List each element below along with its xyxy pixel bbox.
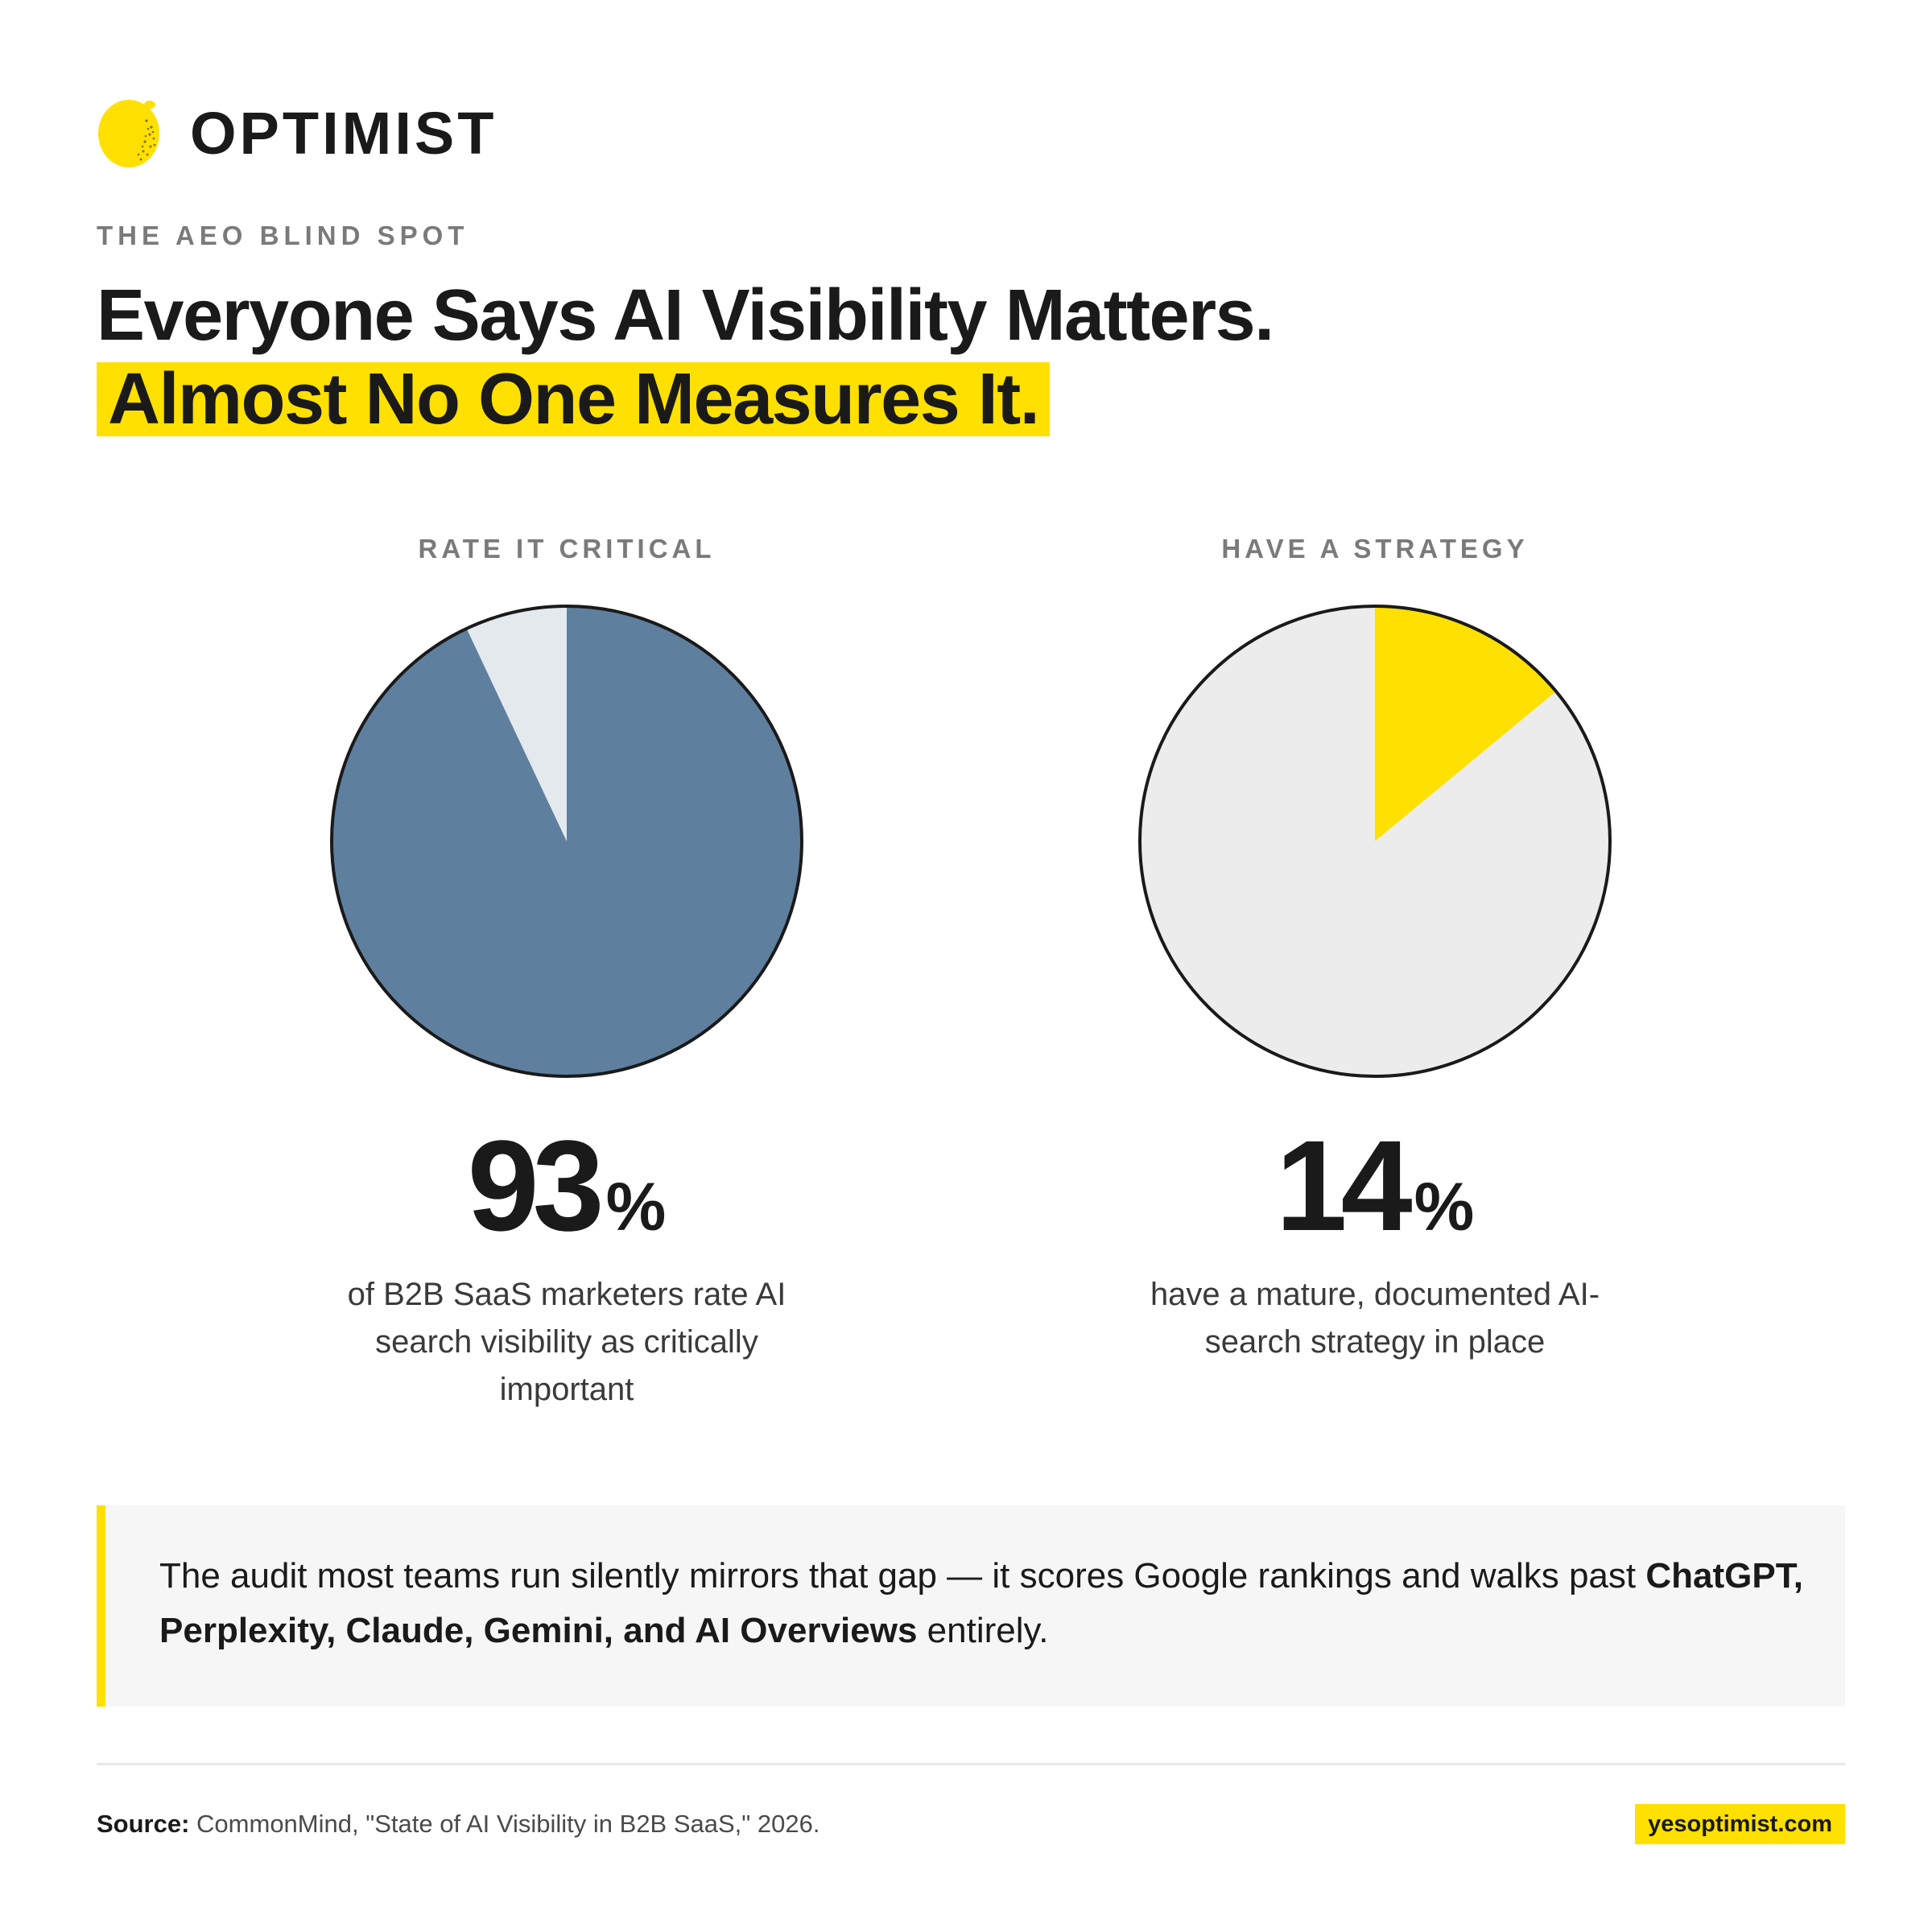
stat-caption: have a mature, documented AI-search stra… xyxy=(1150,1277,1600,1360)
stat-value: 93% xyxy=(269,1121,865,1250)
callout-text-end: entirely. xyxy=(917,1611,1049,1650)
website-link[interactable]: yesoptimist.com xyxy=(1635,1804,1845,1844)
brand: OPTIMIST xyxy=(97,98,497,167)
stat-caption: of B2B SaaS marketers rate AI search vis… xyxy=(347,1277,786,1407)
headline-line2-highlight: Almost No One Measures It. xyxy=(97,362,1051,436)
divider xyxy=(97,1763,1845,1765)
chart-title: RATE IT CRITICAL xyxy=(418,534,716,564)
source-note: Source: CommonMind, "State of AI Visibil… xyxy=(97,1810,820,1839)
chart-critical: RATE IT CRITICAL 93% of B2B SaaS markete… xyxy=(269,533,865,1414)
headline: Everyone Says AI Visibility Matters. Alm… xyxy=(97,272,1274,436)
pie-outline xyxy=(330,605,803,1078)
eyebrow: THE AEO BLIND SPOT xyxy=(97,221,469,250)
stat-unit: % xyxy=(1414,1169,1475,1245)
stat-number: 14 xyxy=(1275,1113,1413,1257)
stat-value: 14% xyxy=(1077,1121,1673,1250)
pie-chart xyxy=(330,605,803,1078)
pie-slice-0 xyxy=(1375,606,1556,841)
brand-name: OPTIMIST xyxy=(190,99,497,167)
callout: The audit most teams run silently mirror… xyxy=(97,1505,1845,1707)
lemon-icon xyxy=(98,100,159,167)
chart-strategy: HAVE A STRATEGY 14% have a mature, docum… xyxy=(1077,533,1673,1366)
headline-line1: Everyone Says AI Visibility Matters. xyxy=(97,275,1274,356)
source-label: Source: xyxy=(97,1810,190,1838)
callout-accent-bar xyxy=(97,1505,105,1707)
callout-text-start: The audit most teams run silently mirror… xyxy=(159,1556,1646,1596)
stat-number: 93 xyxy=(467,1113,605,1257)
chart-title: HAVE A STRATEGY xyxy=(1221,534,1529,564)
stat-unit: % xyxy=(605,1169,667,1245)
pie-slice-0 xyxy=(331,606,802,1076)
pie-slice-1 xyxy=(466,606,567,841)
callout-platforms: ChatGPT, Perplexity, Claude, Gemini, and… xyxy=(159,1556,1803,1650)
callout-text: The audit most teams run silently mirror… xyxy=(159,1549,1818,1658)
pie-outline xyxy=(1138,605,1612,1078)
source-text: CommonMind, "State of AI Visibility in B… xyxy=(196,1810,820,1838)
pie-chart xyxy=(1138,605,1612,1078)
pie-slice-1 xyxy=(1140,606,1610,1076)
